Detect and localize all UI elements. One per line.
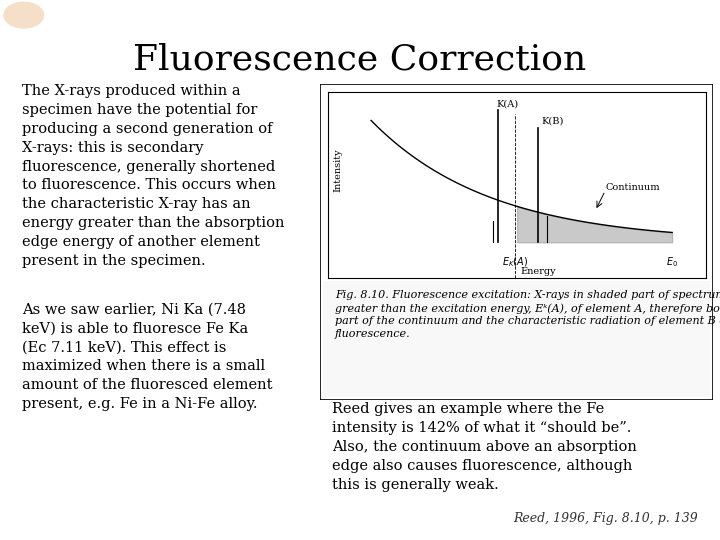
Text: $E_0$: $E_0$: [666, 255, 678, 269]
Text: Intensity: Intensity: [333, 149, 342, 192]
Text: Reed, 1996, Fig. 8.10, p. 139: Reed, 1996, Fig. 8.10, p. 139: [513, 512, 698, 525]
Ellipse shape: [4, 2, 44, 28]
Text: Energy: Energy: [521, 267, 556, 275]
Text: As we saw earlier, Ni Ka (7.48
keV) is able to fluoresce Fe Ka
(Ec 7.11 keV). Th: As we saw earlier, Ni Ka (7.48 keV) is a…: [22, 302, 272, 411]
Text: Fig. 8.10. Fluorescence excitation: X-rays in shaded part of spectrum have energ: Fig. 8.10. Fluorescence excitation: X-ra…: [335, 290, 720, 339]
Text: Fluorescence Correction: Fluorescence Correction: [133, 43, 587, 76]
Text: Reed gives an example where the Fe
intensity is 142% of what it “should be”.
Als: Reed gives an example where the Fe inten…: [332, 402, 637, 492]
Text: K(A): K(A): [497, 99, 518, 109]
Text: K(B): K(B): [541, 117, 564, 125]
Text: Continuum: Continuum: [606, 183, 660, 192]
Text: The X-rays produced within a
specimen have the potential for
producing a second : The X-rays produced within a specimen ha…: [22, 84, 284, 268]
Text: $E_K(A)$: $E_K(A)$: [502, 255, 528, 269]
Text: UW- Madison Geology  777: UW- Madison Geology 777: [49, 9, 226, 22]
